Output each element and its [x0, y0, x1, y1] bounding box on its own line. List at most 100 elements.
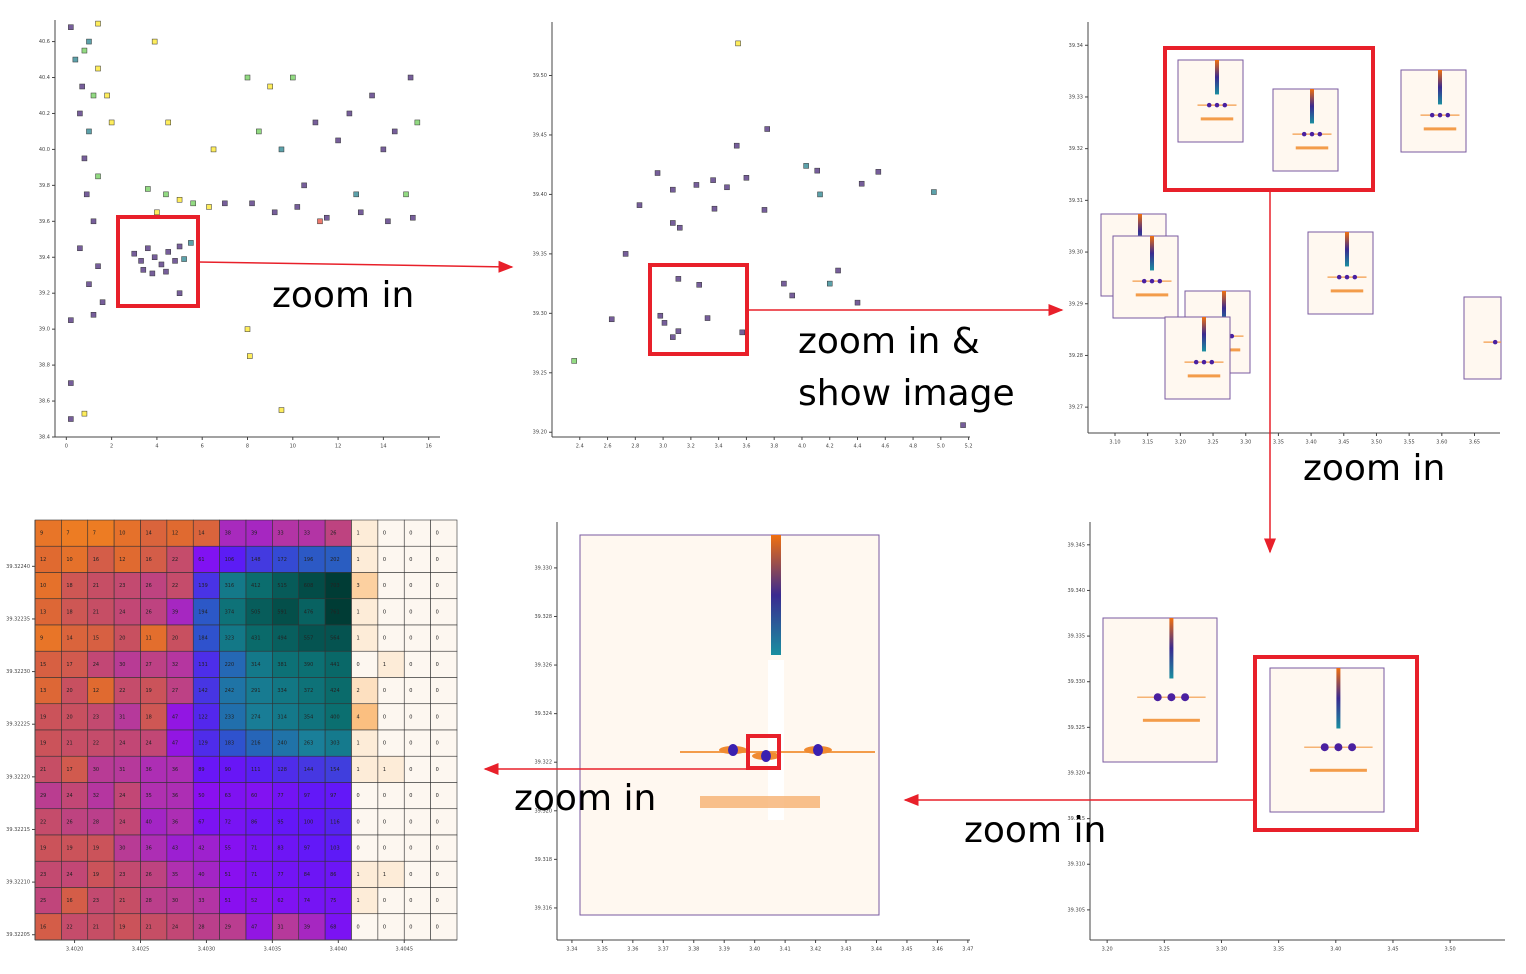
heatmap-cell: [87, 782, 115, 810]
speckle: [1153, 693, 1162, 702]
cell-value: 0: [409, 609, 412, 615]
x-tick-label: 3.34: [566, 947, 577, 953]
data-point: [385, 218, 391, 225]
data-point: [154, 209, 160, 216]
cell-value: 142: [198, 688, 208, 694]
x-tick-label: 3.30: [1216, 947, 1227, 953]
data-point: [244, 326, 251, 332]
cell-value: 71: [251, 846, 257, 852]
y-tick-label: 40.6: [39, 39, 50, 45]
y-tick-label: 39.340: [1068, 588, 1086, 594]
data-point: [622, 251, 629, 257]
cell-value: 0: [409, 767, 412, 773]
cell-value: 77: [277, 872, 283, 878]
x-tick-label: 3.42: [810, 947, 821, 953]
heatmap-cell: [113, 545, 141, 573]
heatmap-cell: [272, 913, 300, 941]
cell-value: 144: [304, 767, 314, 773]
cell-value: 29: [225, 924, 231, 930]
cell-value: 50: [198, 793, 204, 799]
heatmap-cell: [377, 624, 405, 652]
data-point: [77, 110, 83, 117]
cell-value: 97: [330, 793, 336, 799]
data-point: [636, 202, 643, 208]
cell-value: 4: [357, 714, 360, 720]
x-tick-label: 4: [155, 444, 158, 450]
x-tick-label: 3.40: [749, 947, 760, 953]
cell-value: 13: [40, 609, 46, 615]
data-point: [81, 47, 88, 54]
heatmap-cell: [430, 624, 458, 652]
heatmap-cell: [192, 834, 220, 862]
cell-value: 303: [330, 741, 340, 747]
heatmap-cell: [272, 808, 300, 836]
data-point: [83, 191, 90, 198]
heatmap-cell: [403, 650, 431, 678]
heatmap-cell: [245, 650, 273, 678]
heatmap-cell: [166, 782, 194, 810]
cell-value: 1: [357, 898, 360, 904]
heatmap-cell: [403, 703, 431, 731]
data-point: [190, 200, 196, 207]
cell-value: 24: [119, 741, 125, 747]
data-point: [145, 186, 151, 192]
heatmap-cell: [219, 834, 247, 862]
cell-value: 28: [93, 819, 99, 825]
heatmap-cell: [351, 782, 379, 810]
x-tick-label: 3.4: [715, 444, 723, 450]
cell-value: 0: [409, 898, 412, 904]
cell-value: 24: [119, 819, 125, 825]
data-point: [249, 200, 255, 207]
heatmap-cell: [351, 755, 379, 783]
x-tick-label: 8: [246, 444, 249, 450]
speckle: [1320, 743, 1329, 752]
cell-value: 39: [304, 924, 310, 930]
thumbnail-frame: [1269, 667, 1385, 813]
x-tick-label: 4.2: [826, 444, 834, 450]
x-tick-label: 3.4045: [396, 947, 414, 953]
cell-value: 412: [251, 583, 261, 589]
cell-value: 30: [172, 898, 178, 904]
cell-value: 18: [146, 714, 152, 720]
heatmap-cell: [351, 729, 379, 757]
cell-value: 12: [119, 557, 125, 563]
cell-value: 0: [409, 688, 412, 694]
cell-value: 515: [277, 583, 287, 589]
data-point: [81, 410, 88, 417]
data-point: [403, 191, 409, 198]
heatmap-cell: [403, 545, 431, 573]
cell-value: 19: [40, 846, 46, 852]
speckle: [1348, 743, 1357, 752]
x-tick-label: 3.50: [1371, 440, 1382, 446]
heatmap-cell: [377, 572, 405, 600]
cell-value: 26: [330, 531, 336, 537]
beamstop: [768, 660, 784, 820]
speckle: [1201, 359, 1207, 365]
heatmap-cell: [192, 545, 220, 573]
y-tick-label: 39.27: [1069, 405, 1083, 411]
heatmap-cell: [34, 545, 62, 573]
thumbnail-frame: [1112, 235, 1179, 319]
y-tick-label: 39.32230: [6, 669, 30, 675]
cell-value: 21: [119, 898, 125, 904]
y-tick-label: 40.0: [39, 147, 50, 153]
cell-value: 24: [119, 609, 125, 615]
heatmap-cell: [377, 913, 405, 941]
x-tick-label: 3.50: [1445, 947, 1456, 953]
zoom-label: zoom in: [514, 778, 656, 819]
cell-value: 22: [93, 741, 99, 747]
cell-value: 32: [172, 662, 178, 668]
data-point: [735, 40, 741, 47]
cell-value: 0: [409, 924, 412, 930]
cell-value: 19: [66, 846, 72, 852]
x-tick-label: 3.44: [871, 947, 882, 953]
heatmap-cell: [61, 729, 89, 757]
cell-value: 220: [225, 662, 235, 668]
lower-band: [1200, 117, 1234, 121]
heatmap-cell: [166, 519, 194, 547]
cell-value: 77: [277, 793, 283, 799]
heatmap-cell: [272, 519, 300, 547]
heatmap-cell: [87, 650, 115, 678]
heatmap-cell: [377, 677, 405, 705]
heatmap-cell: [245, 703, 273, 731]
